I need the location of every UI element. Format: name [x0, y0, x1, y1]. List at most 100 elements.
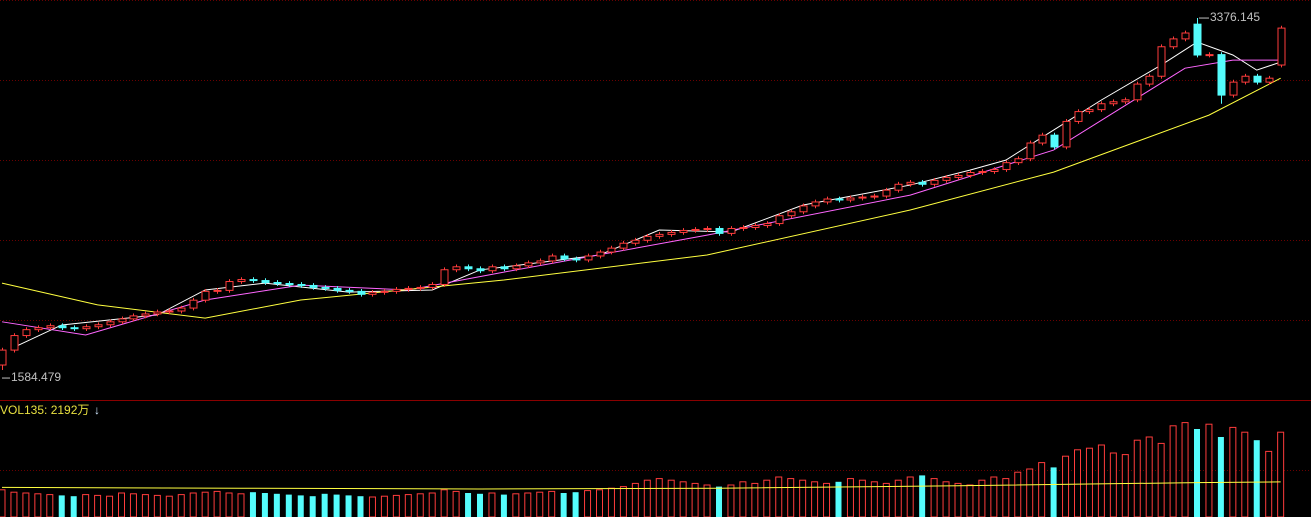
volume-bar	[1181, 422, 1189, 517]
candle-body	[1133, 83, 1142, 101]
candle-body	[153, 311, 162, 315]
volume-bar	[201, 491, 209, 517]
volume-bar	[1265, 450, 1273, 517]
candle-body	[727, 227, 736, 234]
candle-body	[870, 195, 879, 198]
volume-bar	[536, 491, 544, 517]
volume-bar	[1121, 454, 1129, 517]
candle-body	[846, 197, 855, 201]
volume-bar	[1229, 426, 1237, 517]
volume-bar	[548, 490, 556, 517]
candle-body	[1014, 158, 1023, 164]
volume-bar	[990, 476, 998, 517]
candle-body	[1109, 101, 1118, 105]
volume-bar	[465, 493, 472, 517]
volume-bar	[106, 495, 114, 517]
volume-bar	[607, 487, 615, 517]
volume-bar	[1277, 431, 1285, 517]
candle-body	[452, 266, 461, 271]
candle-body	[643, 235, 652, 241]
candle-body	[249, 279, 258, 282]
candle-body	[536, 260, 545, 264]
volume-bar	[477, 493, 483, 517]
candle-body	[106, 321, 115, 326]
candle-body	[679, 229, 688, 233]
volume-bar	[919, 475, 926, 517]
volume-bar	[524, 492, 532, 517]
volume-bar	[1205, 423, 1213, 517]
volume-bar	[165, 495, 173, 517]
candle-body	[213, 289, 222, 292]
volume-bar	[0, 489, 6, 517]
candle-body	[1002, 162, 1011, 171]
volume-bar	[1217, 437, 1224, 517]
candle-body	[799, 205, 808, 213]
candle-body	[201, 290, 210, 301]
candle-body	[225, 281, 234, 291]
candle-body	[584, 255, 593, 261]
volume-bar	[297, 495, 304, 517]
volume-bar	[763, 479, 771, 517]
candle-body	[990, 169, 999, 173]
volume-bar	[22, 492, 30, 517]
volume-bar	[357, 496, 364, 517]
volume-bar	[177, 494, 185, 517]
candle-body	[619, 242, 628, 249]
volume-bar	[906, 476, 914, 517]
volume-bar	[1026, 468, 1034, 517]
volume-bar	[273, 493, 280, 517]
candle-body	[978, 171, 987, 174]
candle-body	[1026, 142, 1035, 160]
candle-body	[82, 326, 91, 330]
volume-bar	[846, 478, 854, 517]
volume-bar	[930, 478, 938, 517]
volume-bar	[596, 489, 603, 517]
volume-bar	[82, 494, 90, 517]
volume-bar	[894, 479, 902, 517]
candle-body	[1157, 46, 1166, 77]
volume-bar	[440, 489, 448, 517]
candle-body	[1074, 111, 1083, 122]
volume-bar	[10, 491, 18, 517]
candle-body	[894, 183, 903, 191]
volume-bar	[643, 479, 651, 517]
volume-bar	[679, 481, 687, 517]
volume-bar	[225, 492, 233, 517]
candle-body	[667, 231, 676, 235]
candle-body	[177, 307, 186, 312]
candle-body	[835, 198, 844, 201]
ma-line	[1, 59, 1281, 336]
candle-body	[1241, 75, 1250, 83]
candle-body	[715, 227, 724, 234]
candle-body	[1181, 32, 1190, 40]
candle-body	[94, 324, 103, 328]
volume-bar	[392, 494, 400, 517]
volume-bar	[1133, 439, 1141, 517]
volume-bar	[619, 486, 627, 517]
volume-bar	[572, 492, 579, 517]
candle-body	[906, 181, 915, 185]
volume-bar	[249, 492, 256, 517]
candle-body	[691, 228, 700, 231]
volume-bar	[345, 495, 352, 517]
candle-body	[416, 286, 425, 289]
candle-body	[10, 335, 19, 351]
volume-bar	[799, 479, 807, 517]
candle-body	[237, 279, 246, 283]
volume-bar	[727, 484, 735, 517]
volume-bar	[978, 479, 986, 517]
volume-bar	[512, 493, 520, 517]
volume-bar	[835, 481, 842, 517]
candle-body	[1253, 75, 1262, 83]
candle-body	[1050, 134, 1059, 148]
candle-body	[966, 171, 975, 176]
candle-body	[1145, 75, 1154, 85]
candle-body	[285, 282, 294, 285]
candle-body	[763, 223, 772, 227]
ma-line	[13, 41, 1281, 348]
volume-bar	[1157, 442, 1165, 517]
candle-body	[440, 269, 449, 285]
low-label: 1584.479	[11, 370, 61, 384]
volume-bar	[285, 494, 292, 517]
